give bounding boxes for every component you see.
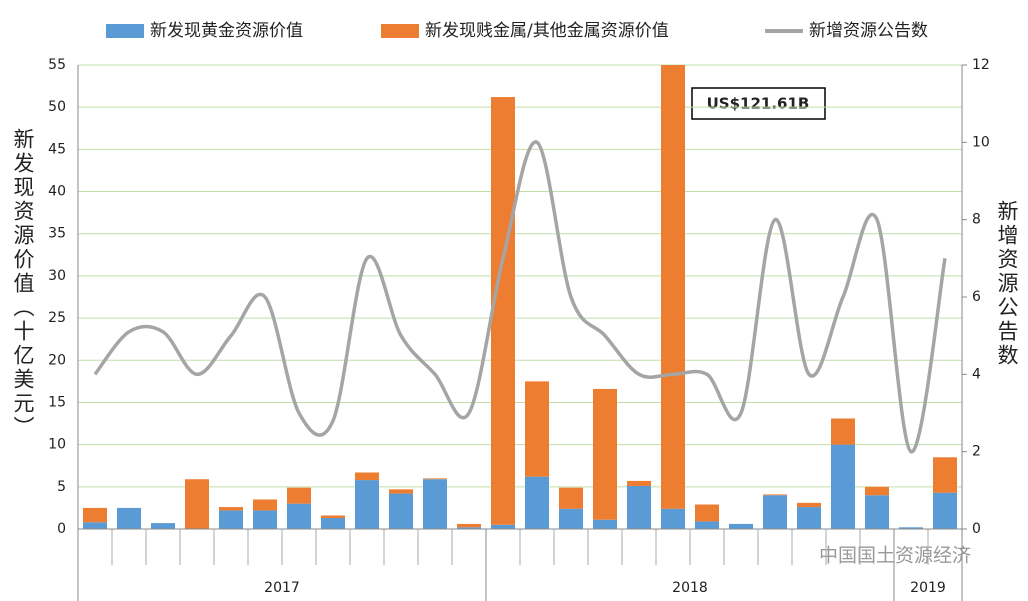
y2-tick-label: 2 [972,444,981,460]
bar [185,479,209,529]
legend-label: 新发现黄金资源价值 [150,21,303,41]
bar [83,522,107,529]
bar [457,527,481,529]
legend-label: 新发现贱金属/其他金属资源价值 [425,21,669,41]
bar [219,507,243,511]
bar [321,518,345,529]
bar [491,524,515,529]
y-tick-label: 10 [48,437,66,453]
bar [423,479,447,529]
bar [933,492,957,529]
bar [253,510,277,529]
bar [423,478,447,480]
bar [695,504,719,522]
bar [831,418,855,445]
y-axis-label: 新发现资源价值（十亿美元） [11,128,35,440]
bar [83,507,107,523]
y-tick-label: 25 [48,310,66,326]
y2-tick-label: 4 [972,366,981,382]
bar [355,472,379,481]
group-label: 2018 [672,580,708,596]
bar [695,521,719,529]
bar [865,486,889,496]
annotation: US$121.61B [707,95,810,113]
y-tick-label: 5 [57,479,66,495]
group-label: 2017 [264,580,300,596]
bar [525,381,549,477]
y2-tick-label: 0 [972,521,981,537]
bar [355,480,379,529]
bar [627,480,651,486]
y2-tick-label: 6 [972,289,981,305]
bar [389,493,413,529]
bar [797,507,821,529]
legend-swatch [106,24,144,38]
legend-swatch [381,24,419,38]
y-tick-label: 55 [48,57,66,73]
y-tick-label: 0 [57,521,66,537]
bar [253,499,277,511]
annotation-box [691,87,826,120]
bar [865,495,889,529]
bar [525,476,549,529]
bar [321,515,345,519]
bar [933,457,957,493]
bar [763,494,787,496]
y2-tick-label: 8 [972,212,981,228]
bar [389,489,413,494]
bar [219,510,243,529]
bar [491,97,515,525]
bar [763,495,787,529]
bars [83,65,957,529]
line [93,140,947,454]
bar [661,508,685,529]
y-tick-label: 50 [48,99,66,115]
bar [559,487,583,509]
y-tick-label: 45 [48,141,66,157]
y2-tick-label: 10 [972,134,990,150]
bar [287,487,311,504]
y-tick-label: 40 [48,184,66,200]
y-tick-label: 35 [48,226,66,242]
group-label: 2019 [910,580,946,596]
bar [899,527,923,529]
y-tick-label: 15 [48,394,66,410]
bar [559,508,583,529]
bar [593,388,617,520]
bar [831,444,855,529]
y2-axis-label: 新增资源公告数 [995,200,1019,368]
bar [797,502,821,508]
watermark: 中国国土资源经济 [819,545,971,567]
bar [117,507,141,529]
legend-label: 新增资源公告数 [809,21,928,41]
bar [457,523,481,528]
bar [593,519,617,529]
y-tick-label: 30 [48,268,66,284]
bar [627,485,651,529]
y-tick-label: 20 [48,352,66,368]
y2-tick-label: 12 [972,57,990,73]
bar [151,523,175,529]
bar [661,65,685,509]
bar [287,503,311,529]
bar [729,523,753,529]
